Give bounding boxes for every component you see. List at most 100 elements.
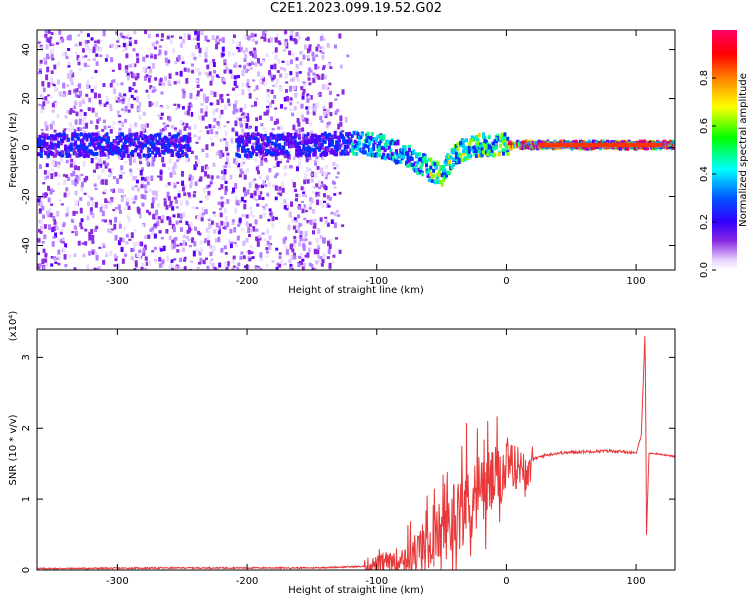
spectrogram-cell: [118, 209, 122, 214]
spectrogram-cell: [338, 33, 342, 39]
spectrogram-cell: [141, 202, 145, 207]
spectrogram-cell: [44, 121, 48, 127]
spectrogram-cell: [90, 37, 94, 41]
spectrogram-cell: [114, 143, 118, 148]
spectrogram-cell: [239, 47, 243, 51]
spectrogram-cell: [77, 175, 81, 181]
spectrogram-cell: [234, 183, 238, 189]
spectrogram-cell: [80, 181, 84, 188]
spectrogram-cell: [175, 220, 179, 225]
spectrogram-cell: [198, 232, 202, 236]
spectrogram-cell: [260, 150, 264, 155]
spectrogram-cell: [158, 230, 162, 234]
spectrogram-cell: [224, 190, 228, 196]
spectrogram-cell: [242, 187, 246, 193]
spectrogram-cell: [225, 146, 229, 152]
spectrogram-cell: [434, 165, 438, 170]
spectrogram-cell: [313, 142, 317, 147]
spectrogram-cell: [54, 136, 58, 141]
spectrogram-cell: [73, 160, 77, 165]
spectrogram-cell: [283, 67, 287, 72]
spectrogram-cell: [159, 106, 163, 109]
spectrogram-cell: [236, 41, 240, 47]
spectrogram-cell: [436, 175, 440, 180]
spectrogram-cell: [112, 145, 116, 150]
spectrogram-cell: [85, 145, 89, 150]
spectrogram-cell: [123, 118, 127, 123]
spectrogram-cell: [215, 43, 219, 50]
spectrogram-cell: [232, 158, 236, 164]
spectrogram-cell: [295, 166, 299, 172]
spectrogram-cell: [256, 185, 260, 188]
spectrogram-cell: [336, 135, 340, 140]
spectrogram-cell: [204, 257, 208, 261]
spectrogram-cell: [293, 106, 297, 111]
spectrogram-cell: [75, 132, 79, 137]
spectrogram-cell: [97, 133, 101, 138]
spectrogram-cell: [204, 35, 208, 42]
snr-y-tick-label: 1: [21, 496, 32, 502]
spectrogram-cell: [108, 201, 112, 205]
spectrogram-cell: [62, 82, 66, 89]
spectrogram-cell: [215, 74, 219, 78]
spectrogram-cell: [226, 261, 230, 267]
spectrogram-cell: [316, 102, 320, 109]
spectrogram-cell: [41, 258, 45, 265]
spectrogram-cell: [305, 118, 309, 124]
spectrogram-cell: [49, 76, 53, 83]
spectrogram-cell: [288, 266, 292, 270]
spectrogram-cell: [196, 266, 200, 270]
spectrogram-cell: [462, 139, 466, 144]
spectrogram-cell: [302, 136, 306, 142]
spectrogram-cell: [626, 146, 630, 151]
spectrogram-cell: [128, 40, 132, 43]
spectrogram-cell: [289, 254, 293, 261]
spectrogram-cell: [87, 201, 91, 206]
spectrogram-cell: [497, 152, 501, 157]
spectrogram-cell: [173, 147, 177, 152]
spectrogram-cell: [300, 204, 304, 210]
spectrogram-cell: [99, 54, 103, 58]
spectrogram-cell: [298, 241, 302, 247]
spectrogram-cell: [213, 266, 217, 270]
spectrogram-cell: [109, 104, 113, 109]
spectrogram-cell: [274, 199, 278, 202]
spectrogram-cell: [189, 222, 193, 227]
spectrogram-cell: [154, 190, 158, 197]
spectrogram-cell: [58, 199, 62, 202]
spectrogram-cell: [245, 153, 249, 158]
spectrogram-cell: [125, 201, 129, 206]
spectrogram-cell: [196, 93, 200, 97]
spectrogram-cell: [320, 44, 324, 48]
spectrogram-cell: [212, 211, 216, 214]
spectrogram-cell: [106, 162, 110, 167]
spectrogram-cell: [186, 144, 190, 149]
spectrogram-cell: [122, 194, 126, 197]
spectrogram-cell: [43, 224, 47, 229]
spectrogram-cell: [206, 184, 210, 189]
spectrogram-cell: [181, 180, 185, 187]
spectrogram-cell: [315, 260, 319, 265]
spectrogram-cell: [306, 252, 310, 258]
spectrogram-cell: [38, 202, 42, 206]
spectrogram-cell: [81, 97, 85, 103]
spectrogram-cell: [270, 89, 274, 94]
spectrogram-cell: [300, 260, 304, 266]
spectrogram-cell: [412, 149, 416, 154]
spectrogram-cell: [99, 137, 103, 142]
spectrogram-cell: [122, 35, 126, 39]
spectrogram-cell: [245, 142, 249, 147]
spectrogram-cell: [95, 163, 99, 170]
spectrogram-cell: [490, 151, 494, 156]
spectrogram-cell: [93, 43, 97, 48]
spectrogram-cell: [141, 142, 145, 147]
spectrogram-cell: [306, 179, 310, 184]
spectrogram-cell: [194, 30, 198, 37]
spectrogram-cell: [238, 174, 242, 178]
spectrogram-cell: [46, 100, 50, 104]
spectrogram-cell: [216, 175, 220, 179]
spectrogram-cell: [266, 240, 270, 246]
spectrogram-cell: [171, 206, 175, 211]
spectrogram-cell: [255, 141, 259, 146]
spectrogram-cell: [88, 133, 92, 138]
